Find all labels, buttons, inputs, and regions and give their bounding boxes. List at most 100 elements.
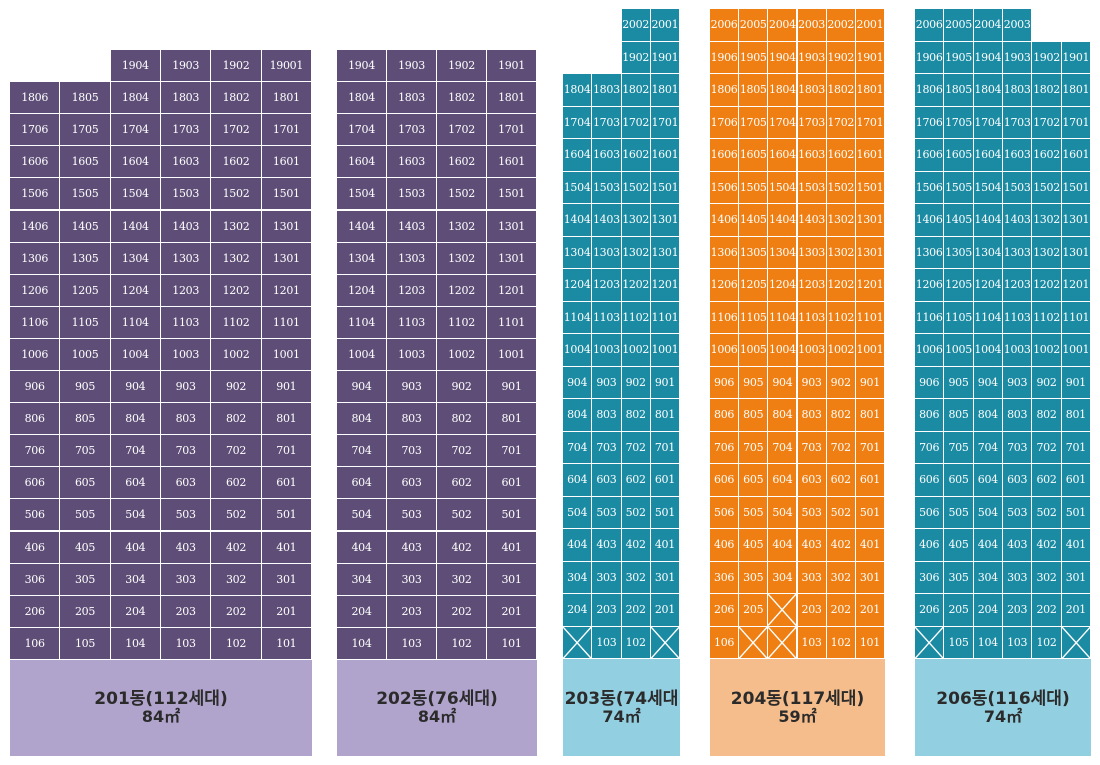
- unit-cell: 1805: [739, 74, 769, 107]
- unit-cell: 304: [768, 561, 798, 594]
- unit-cell: 302: [621, 561, 651, 594]
- unit-cell: 1302: [211, 242, 262, 275]
- unit-cell: 1202: [437, 274, 487, 307]
- unit-cell: 1303: [797, 236, 827, 269]
- unit-cell: 903: [592, 366, 622, 399]
- unit-cell: 801: [487, 403, 537, 436]
- unit-cell: 704: [110, 435, 161, 468]
- unit-cell: 2004: [973, 9, 1003, 42]
- unit-cell: 1704: [973, 106, 1003, 139]
- unit-cell: 701: [1061, 431, 1091, 464]
- unit-cell: 604: [768, 464, 798, 497]
- unit-cell: 1906: [710, 41, 740, 74]
- unit-cell: 102: [211, 627, 262, 660]
- unit-cell: 1804: [768, 74, 798, 107]
- unit-cell: 1502: [211, 178, 262, 211]
- unit-cell: 1802: [211, 82, 262, 115]
- unit-cell: 1701: [1061, 106, 1091, 139]
- building-204: 2006 2005 2004 2003 2002 2001 1906 1905 1904 1903…: [710, 9, 885, 756]
- unit-cell: 902: [621, 366, 651, 399]
- unit-cell: 1203: [161, 274, 212, 307]
- unit-cell: 1206: [915, 269, 945, 302]
- unit-cell: 503: [592, 496, 622, 529]
- unit-cell: 1404: [768, 204, 798, 237]
- unit-cell: 1905: [739, 41, 769, 74]
- unit-cell: 203: [387, 595, 437, 628]
- unit-cell: 803: [161, 403, 212, 436]
- unit-cell: 1603: [1003, 139, 1033, 172]
- unit-cell: 1603: [161, 146, 212, 179]
- unit-cell: 702: [621, 431, 651, 464]
- unit-cell: 202: [437, 595, 487, 628]
- unit-cell: 906: [10, 371, 61, 404]
- unit-cell: 304: [563, 561, 593, 594]
- unit-cell: 2006: [915, 9, 945, 42]
- unit-cell: 503: [1003, 496, 1033, 529]
- unit-cell: 202: [621, 594, 651, 627]
- unit-cell: 1403: [1003, 204, 1033, 237]
- unit-cell: 104: [973, 626, 1003, 659]
- unit-cell: 1304: [563, 236, 593, 269]
- building-area: 84㎡: [141, 707, 181, 726]
- unit-cell: 901: [487, 371, 537, 404]
- unit-cell: 1302: [211, 210, 262, 243]
- unit-cell: 1102: [621, 301, 651, 334]
- unit-cell: 702: [437, 435, 487, 468]
- unit-cell: 1302: [437, 210, 487, 243]
- unit-cell: 502: [437, 499, 487, 532]
- unit-cell: 205: [944, 594, 974, 627]
- empty-unit-cross: [739, 626, 769, 659]
- unit-cell: 201: [261, 595, 312, 628]
- unit-cell: 703: [161, 435, 212, 468]
- unit-cell: 1302: [1032, 236, 1062, 269]
- unit-cell: 1806: [10, 82, 61, 115]
- unit-cell: 903: [387, 371, 437, 404]
- unit-cell: 1304: [768, 236, 798, 269]
- unit-cell: 401: [855, 529, 885, 562]
- unit-cell: 501: [650, 496, 680, 529]
- unit-cell: 1201: [1061, 269, 1091, 302]
- unit-cell: 1404: [973, 204, 1003, 237]
- unit-cell: 2006: [710, 9, 740, 42]
- unit-cell: 1502: [826, 171, 856, 204]
- unit-cell: 904: [110, 371, 161, 404]
- unit-cell: 1902: [437, 50, 487, 83]
- unit-cell: 501: [261, 499, 312, 532]
- building-footer: 203동(74세대 74㎡: [563, 659, 680, 756]
- unit-cell: 403: [797, 529, 827, 562]
- unit-cell: 1806: [710, 74, 740, 107]
- unit-cell: 1002: [1032, 334, 1062, 367]
- unit-cell: 1004: [563, 334, 593, 367]
- unit-cell: 1003: [592, 334, 622, 367]
- unit-cell: 1006: [10, 338, 61, 371]
- unit-cell: 403: [161, 531, 212, 564]
- unit-cell: 1104: [973, 301, 1003, 334]
- unit-cell: 102: [826, 626, 856, 659]
- unit-cell: 1404: [337, 210, 387, 243]
- unit-cell: 1102: [826, 301, 856, 334]
- unit-cell: 701: [487, 435, 537, 468]
- unit-cell: 303: [161, 563, 212, 596]
- unit-cell: 1504: [110, 178, 161, 211]
- unit-cell: 1005: [944, 334, 974, 367]
- unit-cell: 1104: [768, 301, 798, 334]
- unit-cell: 1502: [621, 171, 651, 204]
- unit-cell: 1406: [10, 210, 61, 243]
- unit-cell: 401: [1061, 529, 1091, 562]
- unit-cell: 605: [60, 467, 111, 500]
- unit-cell: 1605: [739, 139, 769, 172]
- unit-cell: 101: [855, 626, 885, 659]
- unit-cell: 801: [650, 399, 680, 432]
- building-202: 1904 1903 1902 1901 1804 1803 1802 1801 1704 1703…: [337, 50, 537, 756]
- empty-unit-cross: [1061, 626, 1091, 659]
- unit-cell: 504: [563, 496, 593, 529]
- unit-cell: 603: [592, 464, 622, 497]
- building-name: 204동(117세대): [730, 688, 865, 709]
- unit-cell: 1802: [826, 74, 856, 107]
- unit-cell: 1904: [973, 41, 1003, 74]
- unit-cell: 402: [437, 531, 487, 564]
- unit-cell: 501: [1061, 496, 1091, 529]
- building-201: 1904 1903 1902 19001 1806 1805 1804 1803 1802 180…: [10, 50, 312, 756]
- unit-cell: 1403: [161, 210, 212, 243]
- unit-cell: 704: [768, 431, 798, 464]
